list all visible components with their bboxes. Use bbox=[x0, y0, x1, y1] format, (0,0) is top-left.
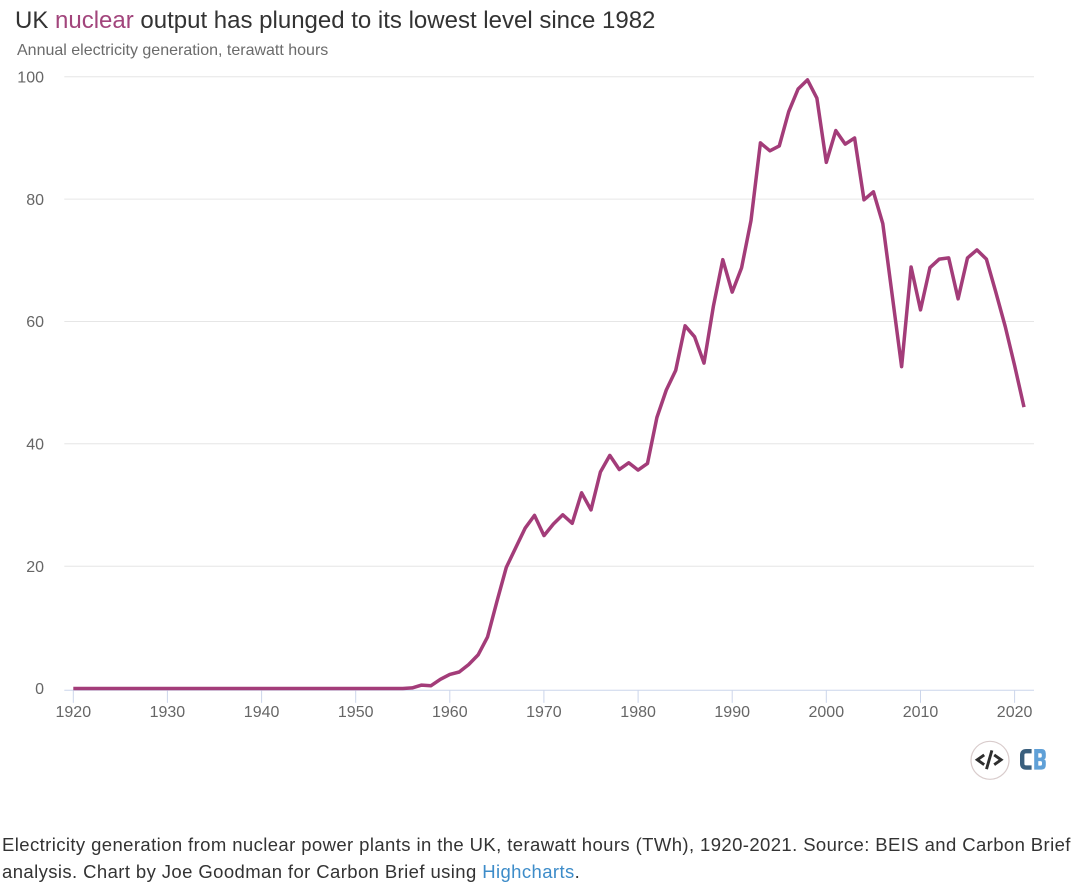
svg-text:100: 100 bbox=[17, 70, 44, 87]
svg-text:1980: 1980 bbox=[620, 704, 656, 721]
svg-text:2010: 2010 bbox=[903, 704, 939, 721]
svg-text:60: 60 bbox=[26, 314, 44, 331]
svg-text:1970: 1970 bbox=[526, 704, 562, 721]
svg-text:1940: 1940 bbox=[244, 704, 280, 721]
svg-text:0: 0 bbox=[35, 681, 44, 698]
svg-text:2000: 2000 bbox=[809, 704, 845, 721]
svg-text:1960: 1960 bbox=[432, 704, 468, 721]
svg-text:20: 20 bbox=[26, 559, 44, 576]
svg-text:1930: 1930 bbox=[150, 704, 186, 721]
svg-text:80: 80 bbox=[26, 192, 44, 209]
svg-text:1990: 1990 bbox=[714, 704, 750, 721]
svg-text:1950: 1950 bbox=[338, 704, 374, 721]
svg-text:2020: 2020 bbox=[997, 704, 1033, 721]
svg-text:40: 40 bbox=[26, 437, 44, 454]
svg-text:1920: 1920 bbox=[56, 704, 92, 721]
